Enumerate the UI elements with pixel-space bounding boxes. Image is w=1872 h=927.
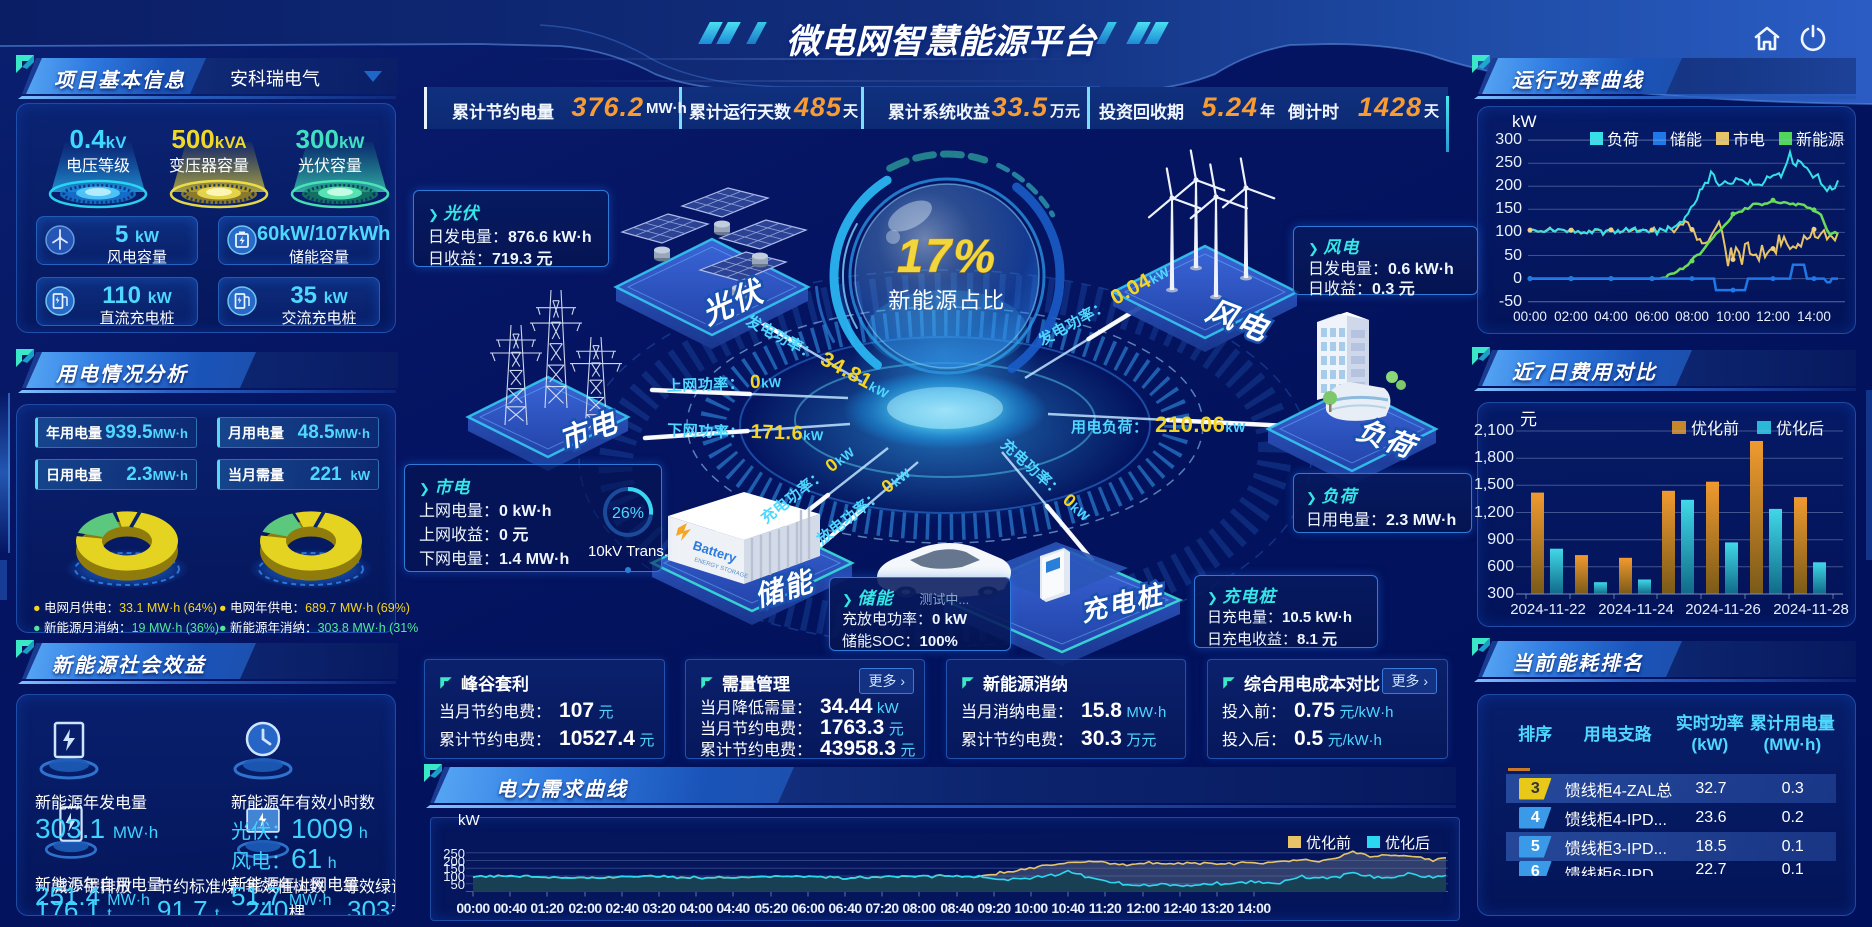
svg-text:用电负荷： 210.06kW: 用电负荷： 210.06kW (1071, 412, 1246, 437)
svg-text:新能源占比: 新能源占比 (888, 288, 1006, 313)
svg-text:17%: 17% (897, 229, 997, 282)
svg-text:10kV Trans.: 10kV Trans. (588, 543, 668, 560)
svg-text:下网功率： 171.6kW: 下网功率： 171.6kW (667, 418, 825, 445)
svg-text:26%: 26% (612, 505, 644, 522)
